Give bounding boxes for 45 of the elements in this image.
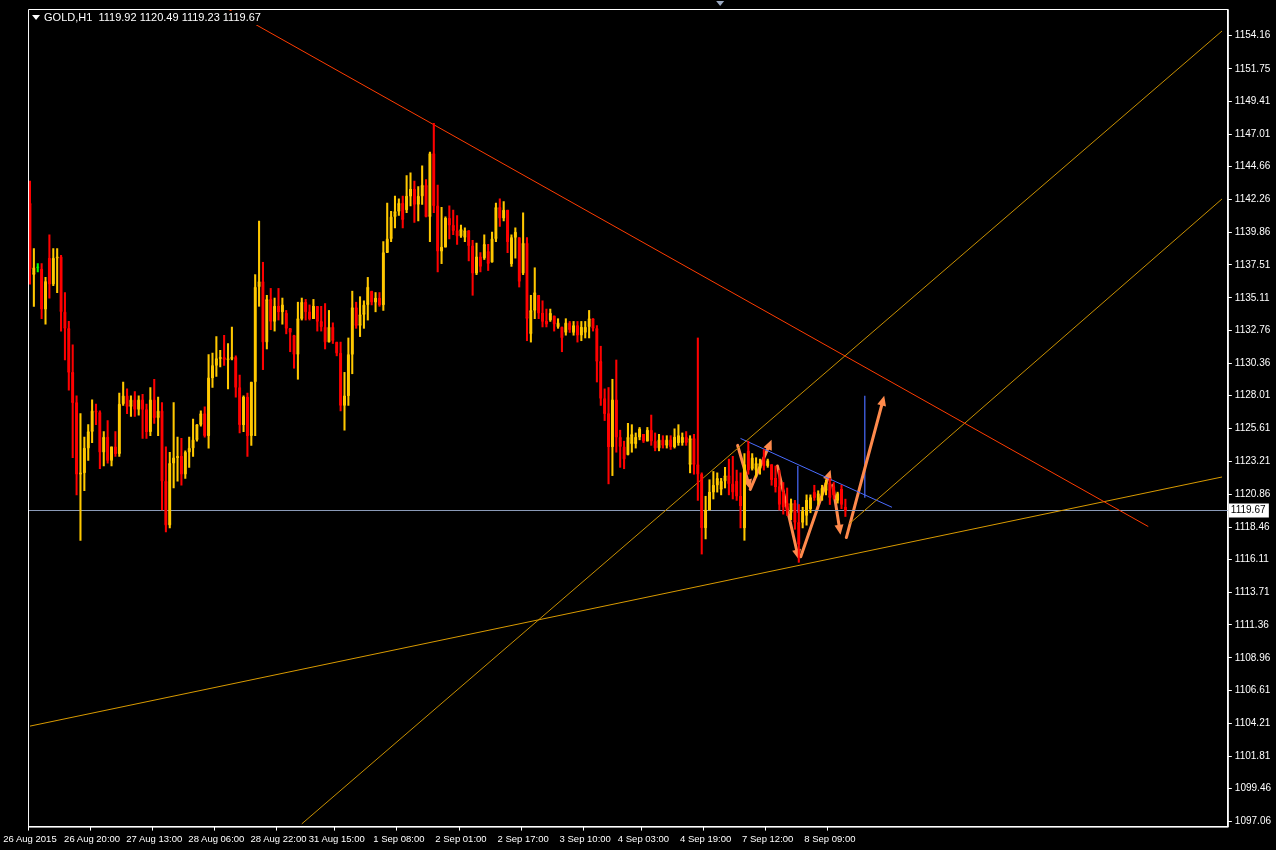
ref-line-label: 1119.67	[1230, 504, 1266, 516]
x-tick-label: 7 Sep 12:00	[742, 832, 794, 844]
chart-title: GOLD,H1 1119.92 1120.49 1119.23 1119.67	[44, 11, 261, 24]
x-tick-label: 31 Aug 15:00	[308, 832, 365, 844]
candlestick	[94, 403, 98, 426]
y-tick-label: 1118.46	[1234, 520, 1270, 532]
y-tick-label: 1101.81	[1234, 750, 1271, 762]
y-tick-label: 1139.86	[1234, 226, 1271, 238]
y-tick-label: 1097.06	[1234, 815, 1272, 827]
y-tick-label: 1111.36	[1234, 618, 1270, 630]
x-tick-label: 4 Sep 03:00	[617, 832, 670, 844]
y-tick-label: 1142.26	[1234, 193, 1271, 205]
x-tick-label: 2 Sep 01:00	[435, 832, 487, 844]
y-tick-label: 1116.11	[1234, 553, 1270, 565]
y-tick-label: 1099.46	[1234, 782, 1272, 794]
y-tick-label: 1104.21	[1234, 716, 1271, 728]
y-tick-label: 1128.01	[1234, 389, 1271, 401]
y-tick-label: 1144.66	[1234, 160, 1271, 172]
x-tick-label: 1 Sep 08:00	[373, 832, 425, 844]
y-tick-label: 1151.75	[1234, 62, 1271, 74]
y-tick-label: 1137.51	[1234, 258, 1271, 270]
x-tick-label: 3 Sep 10:00	[559, 832, 611, 844]
x-tick-label: 28 Aug 22:00	[250, 832, 307, 844]
x-tick-label: 26 Aug 2015	[3, 832, 57, 844]
x-tick-label: 4 Sep 19:00	[679, 832, 732, 844]
y-tick-label: 1123.21	[1234, 455, 1271, 467]
x-tick-label: 26 Aug 20:00	[64, 832, 121, 844]
y-tick-label: 1130.36	[1234, 357, 1271, 369]
x-tick-label: 28 Aug 06:00	[188, 832, 245, 844]
y-tick-label: 1106.61	[1234, 683, 1271, 695]
x-tick-label: 8 Sep 09:00	[804, 832, 856, 844]
y-tick-label: 1113.71	[1234, 586, 1270, 598]
y-tick-label: 1120.86	[1234, 487, 1271, 499]
candlestick	[78, 413, 82, 541]
y-tick-label: 1132.76	[1234, 324, 1271, 336]
y-tick-label: 1147.01	[1234, 127, 1271, 139]
y-tick-label: 1135.11	[1234, 291, 1270, 303]
x-tick-label: 2 Sep 17:00	[497, 832, 549, 844]
candlestick	[226, 343, 230, 390]
y-tick-label: 1108.96	[1234, 651, 1271, 663]
y-tick-label: 1149.41	[1234, 94, 1271, 106]
y-tick-label: 1125.61	[1234, 422, 1271, 434]
y-tick-label: 1154.16	[1234, 29, 1271, 41]
x-tick-label: 27 Aug 13:00	[126, 832, 183, 844]
candlestick	[55, 248, 59, 293]
